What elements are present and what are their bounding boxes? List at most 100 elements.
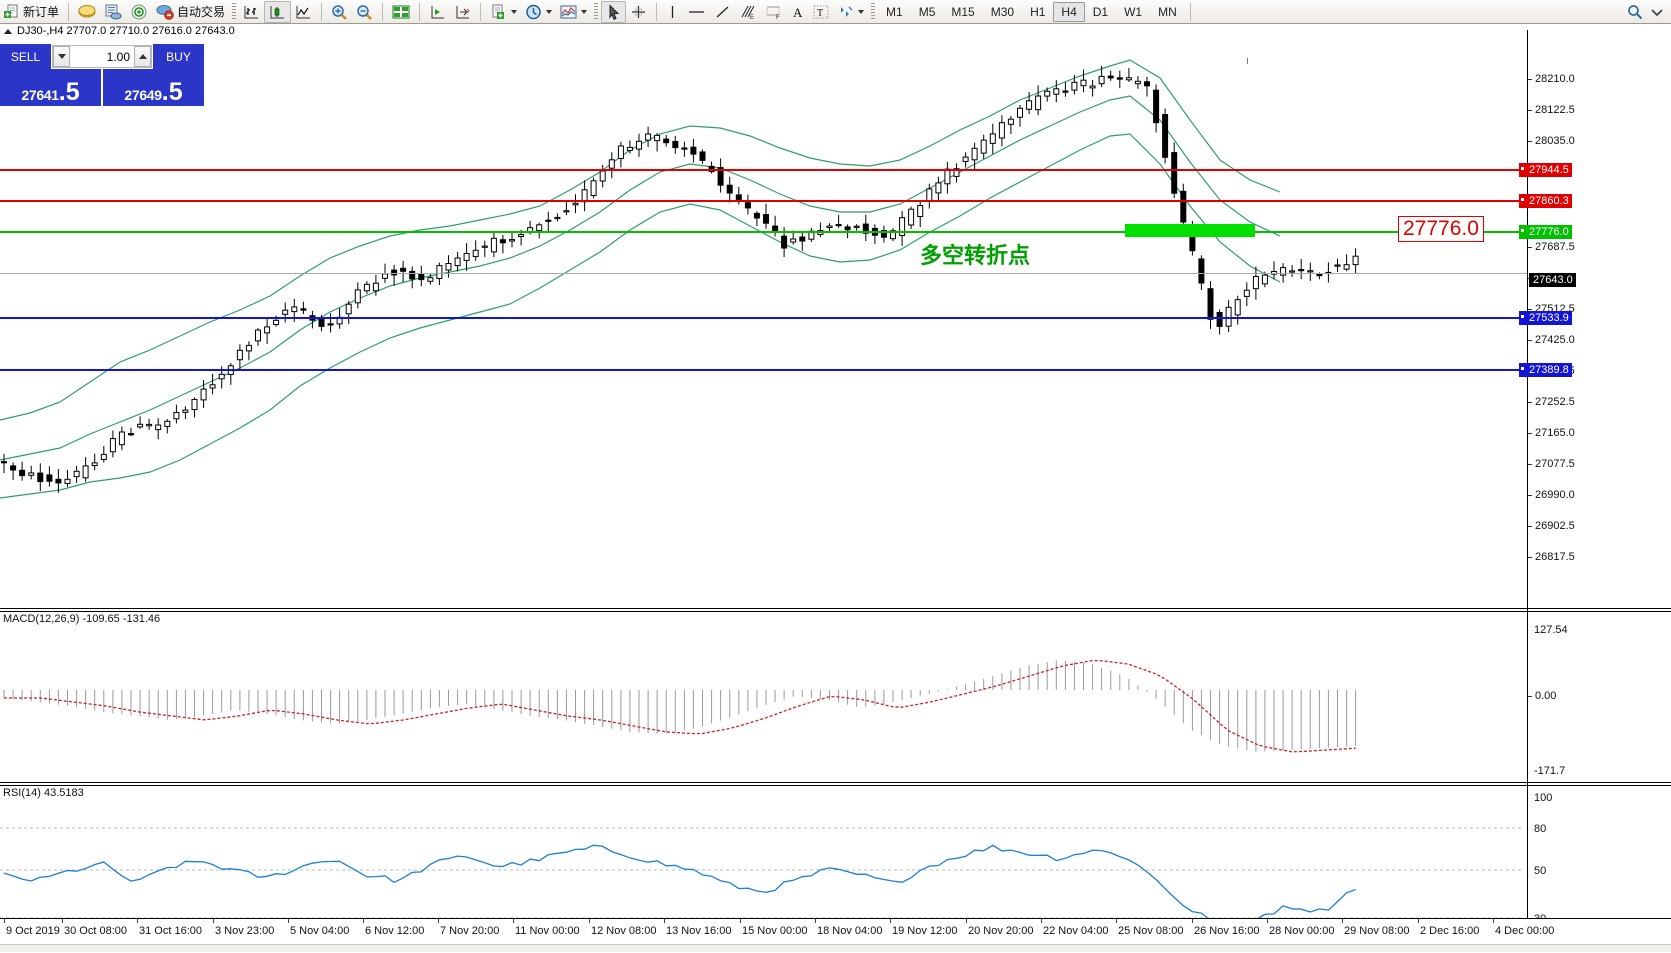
- chevron-down-icon[interactable]: [858, 9, 865, 14]
- tab-m15[interactable]: M15: [951, 4, 975, 19]
- volume-increase-button[interactable]: [134, 46, 151, 67]
- rsi-panel-separator-top2: [0, 785, 1671, 786]
- chevron-down-icon: [57, 54, 66, 59]
- support-zone-rectangle[interactable]: [1125, 224, 1255, 237]
- text-button[interactable]: A: [787, 1, 809, 23]
- cursor-button[interactable]: [601, 0, 627, 23]
- axis-badge-resistance-2[interactable]: 27860.3: [1519, 194, 1572, 208]
- rsi-tick-80: 80: [1534, 823, 1547, 835]
- time-axis-label: 15 Nov 00:00: [742, 925, 808, 937]
- autoscroll-icon: [454, 4, 471, 20]
- tab-m30[interactable]: M30: [990, 4, 1015, 19]
- status-bar: [0, 944, 1671, 952]
- axis-tick: 27077.5: [1528, 458, 1575, 470]
- time-axis-tick: [1493, 919, 1494, 923]
- zoom-out-button[interactable]: [352, 1, 377, 23]
- axis-tick: 27165.0: [1528, 427, 1575, 439]
- macd-panel-separator-top: [0, 608, 1671, 609]
- bar-chart-button[interactable]: [239, 1, 264, 23]
- volume-decrease-button[interactable]: [53, 46, 70, 67]
- time-axis-tick: [589, 919, 590, 923]
- time-axis[interactable]: 9 Oct 2019 30 Oct 08:00 31 Oct 16:00 3 Nov …: [0, 918, 1671, 952]
- crosshair-button[interactable]: [626, 1, 651, 23]
- period-icon: [525, 4, 542, 20]
- trendline-icon: [714, 4, 731, 20]
- tab-m5[interactable]: M5: [918, 4, 936, 19]
- toolbar-grip[interactable]: [232, 2, 237, 21]
- sell-price[interactable]: 27641.5: [0, 69, 101, 106]
- equidistant-icon: F: [765, 4, 783, 20]
- axis-badge-support-2[interactable]: 27389.8: [1519, 363, 1572, 377]
- textlabel-button[interactable]: T: [809, 1, 833, 23]
- toolbar-grip-2[interactable]: [594, 2, 599, 21]
- toolbar-divider-2: [321, 2, 323, 21]
- collapse-icon[interactable]: [4, 28, 12, 34]
- tab-d1[interactable]: D1: [1092, 4, 1109, 19]
- tab-h1[interactable]: H1: [1030, 4, 1046, 19]
- price-plot[interactable]: 多空转折点 27776.0 MACD(12,26,9) -109.65 -131…: [0, 30, 1671, 922]
- grid-button[interactable]: [388, 1, 414, 23]
- line-chart-button[interactable]: [291, 1, 316, 23]
- time-axis-label: 26 Nov 16:00: [1194, 925, 1260, 937]
- chevron-down-icon[interactable]: [581, 9, 588, 14]
- axis-badge-pivot[interactable]: 27776.0: [1519, 225, 1572, 239]
- axis-badge-resistance-1[interactable]: 27944.5: [1519, 163, 1572, 177]
- turning-point-annotation[interactable]: 多空转折点: [920, 244, 1031, 269]
- cursor-icon: [606, 3, 621, 20]
- hline-27776-0[interactable]: [0, 231, 1527, 233]
- volume-input[interactable]: 1.00: [70, 46, 134, 67]
- data-window-button[interactable]: [100, 1, 126, 23]
- search-icon[interactable]: [1627, 4, 1643, 20]
- tab-w1[interactable]: W1: [1124, 4, 1143, 19]
- templates-button[interactable]: [486, 1, 521, 23]
- arrows-button[interactable]: [833, 1, 868, 23]
- hline-27944-5[interactable]: [0, 169, 1527, 171]
- fibo-button[interactable]: E: [735, 1, 761, 23]
- expert-advisors-button[interactable]: [74, 1, 100, 23]
- one-click-trading-panel[interactable]: SELL 1.00 BUY 27641.5 27649.5: [0, 44, 204, 106]
- buy-price[interactable]: 27649.5: [103, 69, 204, 106]
- vline-button[interactable]: [662, 1, 683, 23]
- time-axis-tick: [890, 919, 891, 923]
- indicators-button[interactable]: [556, 1, 591, 23]
- expert-advisors-icon: [78, 4, 96, 20]
- svg-text:A: A: [793, 5, 803, 20]
- candle-chart-button[interactable]: [264, 0, 292, 23]
- axis-badge-support-1[interactable]: 27533.9: [1519, 311, 1572, 325]
- new-order-button[interactable]: 新订单: [0, 1, 63, 23]
- trendline-button[interactable]: [710, 1, 735, 23]
- chart-container[interactable]: 多空转折点 27776.0 MACD(12,26,9) -109.65 -131…: [0, 30, 1671, 952]
- sell-button[interactable]: SELL: [0, 44, 51, 69]
- data-window-icon: [104, 4, 122, 20]
- svg-text:E: E: [750, 15, 754, 20]
- equidistant-button[interactable]: F: [761, 1, 787, 23]
- price-axis[interactable]: 28210.0 28122.5 28035.0 27687.5 27600.0 …: [1519, 30, 1671, 952]
- autotrading-button[interactable]: 自动交易: [152, 1, 229, 23]
- hline-27389-8[interactable]: [0, 369, 1527, 371]
- axis-tick: 26902.5: [1528, 520, 1575, 532]
- rsi-panel-separator-top: [0, 782, 1671, 783]
- rsi-tick-100: 100: [1534, 792, 1553, 804]
- tab-h4[interactable]: H4: [1053, 1, 1085, 22]
- hline-27533-9[interactable]: [0, 317, 1527, 319]
- svg-text:F: F: [776, 15, 780, 20]
- zoom-out-icon: [356, 4, 373, 20]
- zoom-in-button[interactable]: [327, 1, 352, 23]
- axis-tick: 28210.0: [1528, 73, 1575, 85]
- hline-27860-3[interactable]: [0, 200, 1527, 202]
- volume-stepper[interactable]: 1.00: [52, 45, 152, 68]
- chevron-down-icon[interactable]: [511, 9, 518, 14]
- time-axis-label: 4 Dec 00:00: [1495, 925, 1555, 937]
- shift-button[interactable]: [425, 1, 450, 23]
- tab-mn[interactable]: MN: [1158, 4, 1177, 19]
- expand-icon[interactable]: [1650, 5, 1664, 19]
- autoscroll-button[interactable]: [450, 1, 475, 23]
- hline-button[interactable]: [683, 1, 710, 23]
- price-tag-label[interactable]: 27776.0: [1398, 216, 1484, 242]
- period-button[interactable]: [521, 1, 556, 23]
- navigator-button[interactable]: [126, 1, 152, 23]
- tab-m1[interactable]: M1: [886, 4, 903, 19]
- chevron-down-icon[interactable]: [546, 9, 553, 14]
- buy-button[interactable]: BUY: [153, 44, 204, 69]
- toolbar-grip-3[interactable]: [871, 2, 876, 21]
